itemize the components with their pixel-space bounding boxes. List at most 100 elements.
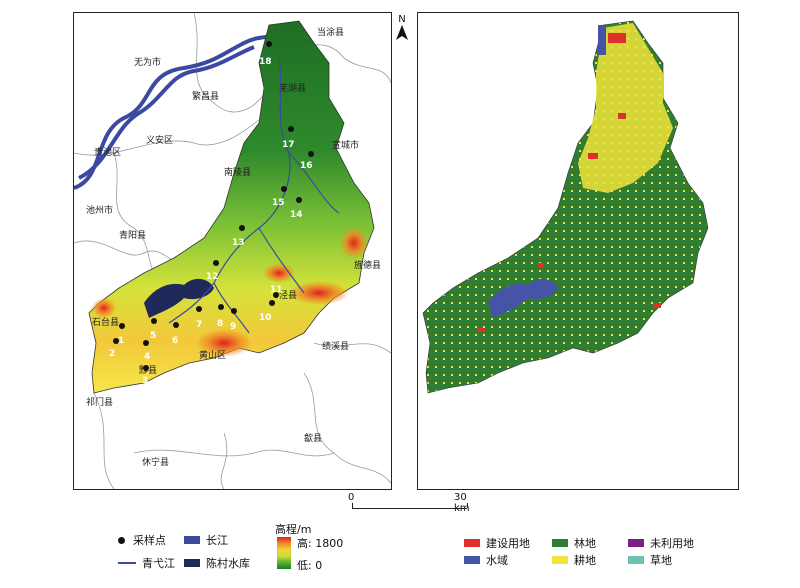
county-label: 石台县: [92, 316, 119, 328]
county-label: 宣城市: [332, 139, 359, 151]
yangtze-river: [74, 31, 290, 190]
county-label: 南陵县: [224, 166, 251, 178]
svg-text:9: 9: [230, 322, 236, 332]
landuse-map: [422, 20, 709, 394]
county-label: 歙县: [304, 432, 322, 444]
landuse-map-panel: [417, 12, 739, 490]
county-label: 贵池区: [94, 146, 121, 158]
legend-qingyi-river: 青弋江: [118, 555, 175, 571]
unused-swatch: [628, 539, 644, 547]
grass-swatch: [628, 556, 644, 564]
legend-water: 水域: [464, 552, 508, 568]
sample-point[interactable]: 10: [259, 300, 275, 323]
sample-point[interactable]: 8: [217, 304, 224, 329]
svg-text:1: 1: [118, 336, 124, 346]
legend-built: 建设用地: [464, 535, 530, 551]
svg-text:3: 3: [142, 376, 148, 386]
legend-chencun: 陈村水库: [184, 555, 250, 571]
county-label: 青阳县: [119, 229, 146, 241]
sample-point[interactable]: 12: [206, 260, 219, 282]
scale-bar: 0 30 km: [340, 492, 480, 522]
cropland-swatch: [552, 556, 568, 564]
county-label: 绩溪县: [322, 340, 349, 352]
north-arrow-icon: [396, 25, 408, 40]
reservoir-swatch: [184, 559, 200, 567]
county-label: 繁昌县: [192, 90, 219, 102]
river-line-icon: [118, 562, 136, 564]
legend-forest: 林地: [552, 535, 596, 551]
county-label: 泾县: [279, 289, 297, 301]
legend-unused: 未利用地: [628, 535, 694, 551]
forest-swatch: [552, 539, 568, 547]
sample-point[interactable]: 1: [118, 323, 125, 346]
water-swatch: [464, 556, 480, 564]
legend-sample-point: 采样点: [118, 532, 166, 548]
elevation-map-panel: 无为市 当涂县 繁昌县 义安区 贵池区 池州市 青阳县 石台县 祁门县 黟县 黄…: [73, 12, 392, 490]
county-label: 池州市: [86, 204, 113, 216]
elevation-high: 高: 1800: [297, 537, 344, 550]
county-label: 芜湖县: [279, 82, 306, 94]
chencun-reservoir: [144, 278, 214, 318]
legend-elevation: 高程/m 高: 1800 低: 0: [275, 521, 343, 572]
elevation-map: 无为市 当涂县 繁昌县 义安区 贵池区 池州市 青阳县 石台县 祁门县 黟县 黄…: [74, 13, 391, 489]
sample-point[interactable]: 13: [232, 225, 245, 248]
north-label: N: [398, 14, 406, 25]
sample-point[interactable]: 14: [290, 197, 303, 220]
legend-left: 采样点 青弋江 长江 陈村水库 高程/m 高: 1800 低: 0: [118, 521, 343, 572]
svg-text:14: 14: [290, 210, 303, 220]
sample-point-icon: [118, 536, 125, 544]
cropland-region: [578, 23, 673, 193]
sample-point[interactable]: 7: [196, 306, 202, 330]
sample-point[interactable]: 6: [172, 322, 179, 346]
svg-text:15: 15: [272, 198, 285, 208]
county-label: 无为市: [134, 56, 161, 68]
built-areas: [478, 33, 661, 332]
sample-point[interactable]: 18: [259, 41, 272, 67]
svg-text:13: 13: [232, 238, 245, 248]
elevation-title: 高程/m: [275, 523, 312, 536]
sample-point[interactable]: 17: [282, 126, 295, 150]
county-boundaries: [74, 13, 391, 489]
sample-point[interactable]: 4: [143, 340, 150, 362]
sample-point[interactable]: 2: [109, 338, 119, 359]
svg-text:7: 7: [196, 320, 202, 330]
built-swatch: [464, 539, 480, 547]
legend-cropland: 耕地: [552, 552, 596, 568]
sample-point[interactable]: 11: [270, 285, 283, 298]
yangtze-swatch: [184, 536, 200, 544]
qingyi-river: [168, 57, 340, 334]
elevation-gradient: [277, 537, 291, 569]
county-label: 当涂县: [317, 26, 344, 38]
elevation-low: 低: 0: [297, 559, 323, 572]
svg-text:17: 17: [282, 140, 295, 150]
svg-text:11: 11: [270, 285, 283, 295]
county-label: 黄山区: [199, 349, 226, 361]
sample-point[interactable]: 3: [142, 365, 149, 386]
county-label: 祁门县: [86, 396, 113, 408]
svg-text:18: 18: [259, 57, 272, 67]
svg-text:2: 2: [109, 349, 115, 359]
sample-points: 1 2 3 4 5 6 7 8 9 10 11 12 13 14 15 16 1…: [109, 41, 314, 386]
svg-text:5: 5: [150, 331, 156, 341]
sample-point[interactable]: 16: [300, 151, 314, 171]
sample-point[interactable]: 9: [230, 308, 237, 332]
svg-text:6: 6: [172, 336, 178, 346]
north-arrow: N: [395, 14, 409, 41]
county-labels: 无为市 当涂县 繁昌县 义安区 贵池区 池州市 青阳县 石台县 祁门县 黟县 黄…: [86, 26, 381, 468]
scale-zero: 0: [348, 492, 355, 503]
sample-point[interactable]: 15: [272, 186, 287, 208]
water-river: [598, 25, 606, 55]
svg-text:12: 12: [206, 272, 219, 282]
legend-grass: 草地: [628, 552, 672, 568]
county-label: 旌德县: [354, 259, 381, 271]
county-label: 黟县: [139, 365, 157, 376]
county-label: 休宁县: [142, 456, 169, 468]
water-reservoir: [488, 278, 558, 318]
svg-text:10: 10: [259, 313, 272, 323]
svg-text:4: 4: [144, 352, 150, 362]
svg-text:8: 8: [217, 319, 223, 329]
svg-text:16: 16: [300, 161, 313, 171]
sample-point[interactable]: 5: [150, 318, 157, 341]
county-label: 义安区: [146, 134, 173, 146]
